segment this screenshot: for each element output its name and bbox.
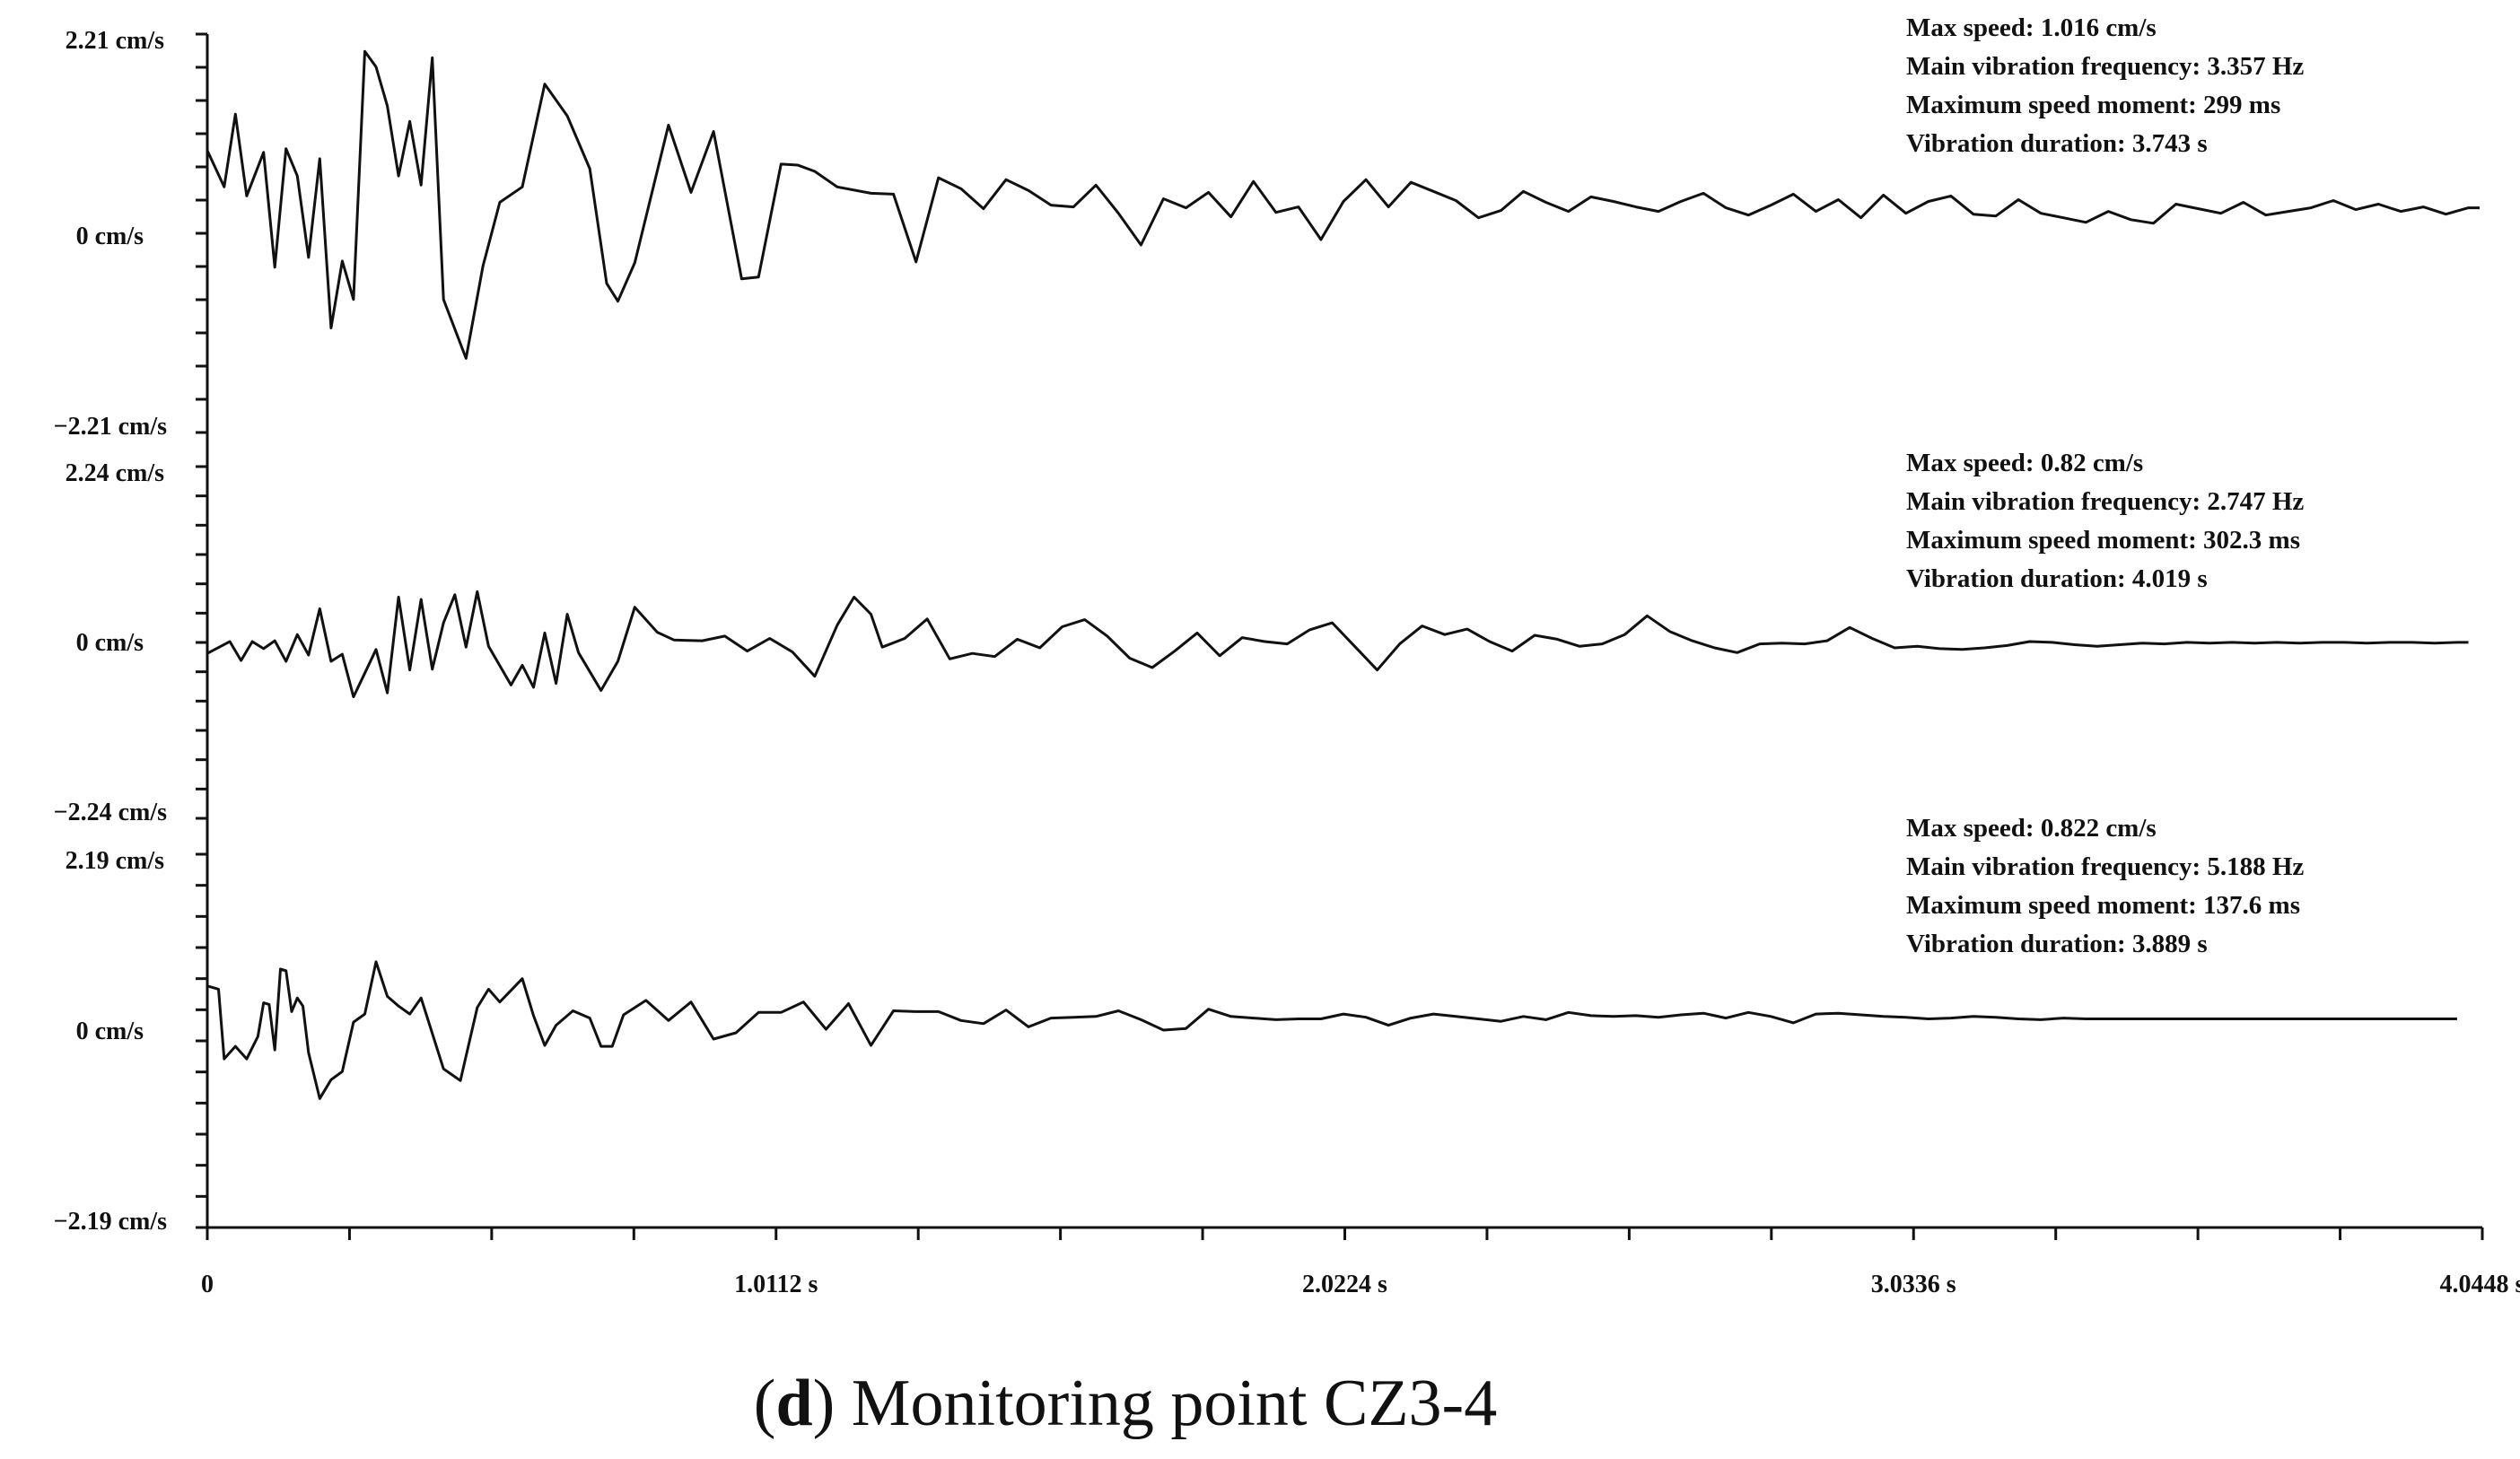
- panel-1: 2.21 cm/s 0 cm/s −2.21 cm/s Max speed: 1.01…: [54, 13, 2480, 441]
- x-tick-label: 3.0336 s: [1871, 1271, 1956, 1298]
- y-label-top: 2.24 cm/s: [66, 459, 165, 487]
- info-line: Vibration duration: 4.019 s: [1906, 564, 2208, 593]
- chart-panels: 2.21 cm/s 0 cm/s −2.21 cm/s Max speed: 1.01…: [54, 13, 2480, 1236]
- info-line: Main vibration frequency: 5.188 Hz: [1906, 852, 2304, 881]
- info-line: Vibration duration: 3.889 s: [1906, 930, 2208, 958]
- info-line: Max speed: 0.82 cm/s: [1906, 449, 2143, 477]
- panel-3: 2.19 cm/s 0 cm/s −2.19 cm/s Max speed: 0.82…: [54, 814, 2457, 1236]
- waveform-3: [206, 960, 2457, 1100]
- info-line: Max speed: 0.822 cm/s: [1906, 814, 2157, 843]
- y-label-bottom: −2.24 cm/s: [54, 799, 167, 826]
- info-line: Maximum speed moment: 137.6 ms: [1906, 891, 2300, 920]
- info-line: Main vibration frequency: 2.747 Hz: [1906, 487, 2304, 516]
- figure-caption: (d) Monitoring point CZ3-4: [754, 1367, 1497, 1440]
- info-line: Max speed: 1.016 cm/s: [1906, 13, 2157, 42]
- y-label-zero: 0 cm/s: [76, 223, 144, 250]
- x-tick-label: 1.0112 s: [734, 1271, 818, 1298]
- x-tick-label: 0: [201, 1271, 214, 1298]
- panel-2: 2.24 cm/s 0 cm/s −2.24 cm/s Max speed: 0.82…: [54, 449, 2469, 826]
- info-line: Main vibration frequency: 3.357 Hz: [1906, 52, 2304, 81]
- y-label-bottom: −2.19 cm/s: [54, 1208, 167, 1236]
- x-tick-label: 2.0224 s: [1302, 1271, 1387, 1298]
- info-line: Maximum speed moment: 302.3 ms: [1906, 526, 2300, 555]
- info-line: Vibration duration: 3.743 s: [1906, 129, 2208, 158]
- y-label-zero: 0 cm/s: [76, 629, 144, 657]
- info-line: Maximum speed moment: 299 ms: [1906, 91, 2280, 119]
- waveform-2: [206, 590, 2469, 699]
- y-label-bottom: −2.21 cm/s: [54, 413, 167, 441]
- x-tick-label: 4.0448 s: [2440, 1271, 2520, 1298]
- y-label-zero: 0 cm/s: [76, 1018, 144, 1045]
- waveform-1: [206, 49, 2480, 360]
- x-axis: 0 1.0112 s 2.0224 s 3.0336 s 4.0448 s: [201, 1226, 2520, 1298]
- y-label-top: 2.19 cm/s: [66, 847, 165, 875]
- y-label-top: 2.21 cm/s: [66, 27, 165, 55]
